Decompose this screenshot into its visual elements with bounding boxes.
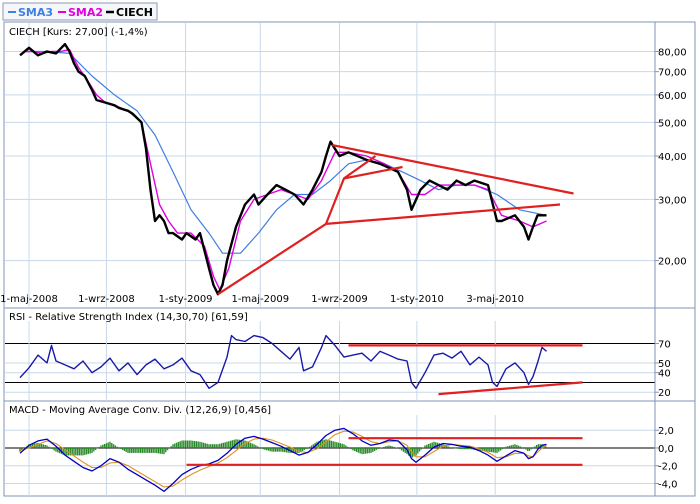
x-tick-label: 1-wrz-2008 [78,294,135,305]
y-tick-label: 40,00 [658,152,687,163]
y-tick-label: 20 [658,388,671,399]
legend: SMA3 SMA2 CIECH [2,2,158,21]
series-line-signal [19,430,547,488]
y-tick-label: 20,00 [658,257,687,268]
y-tick-label: 2,0 [658,426,674,437]
y-tick-label: 50,00 [658,118,687,129]
legend-label-sma2: SMA2 [68,6,103,19]
trendline-price [332,144,574,195]
x-tick-label: 1-wrz-2009 [311,294,368,305]
y-tick-label: 70 [658,339,671,350]
macd-panel-title: MACD - Moving Average Conv. Div. (12,26,… [9,405,271,416]
y-tick-label: 60,00 [658,91,687,102]
price-panel-title: CIECH [Kurs: 27,00] (-1,4%) [9,27,148,38]
histogram-layer [19,439,547,458]
macd-panel [3,400,696,497]
rsi-panel-title: RSI - Relative Strength Index (14,30,70)… [9,312,248,323]
legend-box [2,2,158,21]
axis-layer: 20,00 30,00 40,00 50,00 60,00 70,00 80,00 20 405… [0,22,687,496]
x-tick-label: 1-maj-2009 [231,294,289,305]
x-tick-label: 3-maj-2010 [466,294,524,305]
series-line-rsi [19,334,547,389]
series-line-sma3 [24,50,547,254]
x-tick-label: 1-sty-2009 [159,294,213,305]
y-tick-label: 70,00 [658,68,687,79]
y-tick-label: 40 [658,369,671,380]
y-tick-label: 80,00 [658,47,687,58]
trendline-price [217,222,327,296]
trendline-price [325,203,561,225]
y-tick-label: -2,0 [658,462,678,473]
y-tick-label: -4,0 [658,479,678,490]
y-tick-label: 0,0 [658,444,674,455]
trendline-layer [186,144,583,466]
trendline-price [343,165,403,180]
y-tick-label: 30,00 [658,195,687,206]
legend-label-sma3: SMA3 [18,6,53,19]
x-tick-label: 1-sty-2010 [390,294,444,305]
series-line-ciech [19,42,547,296]
series-line-macd [19,427,547,493]
x-tick-label: 1-maj-2008 [0,294,58,305]
y-tick-label: 50 [658,359,671,370]
series-layer [19,42,547,493]
trendline-rsi [438,381,583,396]
legend-label-ciech: CIECH [116,6,153,19]
